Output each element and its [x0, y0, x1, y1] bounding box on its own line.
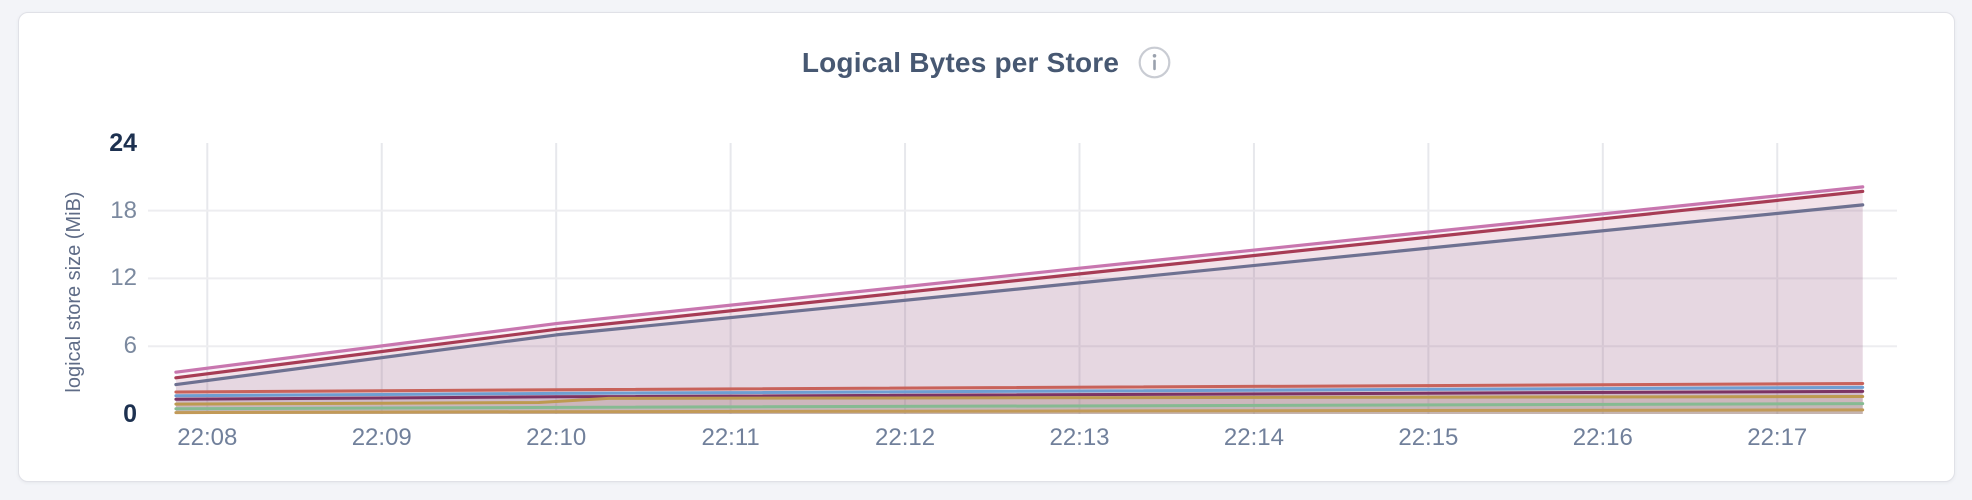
area-store-pink: [175, 186, 1863, 414]
line-store-gold: [174, 395, 1865, 406]
x-tick-label: 22:17: [1747, 424, 1808, 451]
x-tick-label: 22:14: [1223, 424, 1284, 451]
info-circle-icon[interactable]: [1138, 46, 1171, 79]
y-tick-label: 18: [110, 196, 137, 224]
x-tick-label: 22:15: [1398, 424, 1459, 451]
y-tick-label: 12: [110, 264, 137, 292]
y-tick-label: 0: [123, 400, 137, 428]
line-store-green: [174, 402, 1865, 411]
y-tick-label: 6: [123, 332, 137, 360]
line-store-tan: [174, 408, 1865, 415]
line-store-pink: [174, 185, 1865, 374]
x-tick-label: 22:09: [351, 424, 412, 451]
line-store-salmon: [174, 382, 1865, 394]
chart-title: Logical Bytes per Store: [801, 46, 1120, 78]
x-tick-label: 22:12: [875, 424, 936, 451]
line-store-blue: [174, 385, 1865, 398]
x-tick-label: 22:11: [701, 424, 760, 451]
line-store-plum: [174, 389, 1865, 401]
line-store-crimson: [174, 189, 1865, 380]
x-tick-label: 22:16: [1572, 424, 1633, 451]
x-tick-label: 22:10: [526, 424, 587, 451]
y-tick-label: 24: [109, 128, 137, 157]
x-tick-label: 22:08: [177, 424, 238, 451]
chart-header: Logical Bytes per Store: [19, 46, 1954, 79]
x-tick-label: 22:13: [1049, 424, 1110, 451]
line-store-slate: [174, 203, 1865, 387]
area-store-slate: [175, 204, 1863, 414]
